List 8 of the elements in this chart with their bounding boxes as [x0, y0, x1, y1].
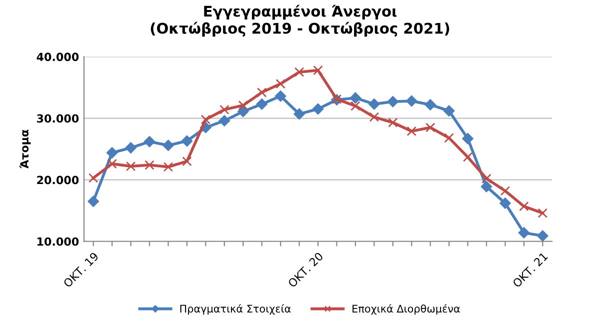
- y-tick-label: 40.000: [36, 52, 79, 62]
- y-tick-label: 20.000: [37, 176, 79, 184]
- legend-label: Εποχικά Διορθωμένα: [352, 304, 460, 315]
- legend-label: Πραγματικά Στοιχεία: [180, 304, 291, 315]
- y-tick-label: 30.000: [37, 114, 79, 123]
- chart-title: Εγγεγραμμένοι Άνεργοι (Οκτώβριος 2019 - Οκτώβριος 2021): [150, 4, 450, 37]
- y-tick-label: 10.000: [38, 237, 79, 246]
- y-axis-title: Άτομα: [20, 130, 31, 168]
